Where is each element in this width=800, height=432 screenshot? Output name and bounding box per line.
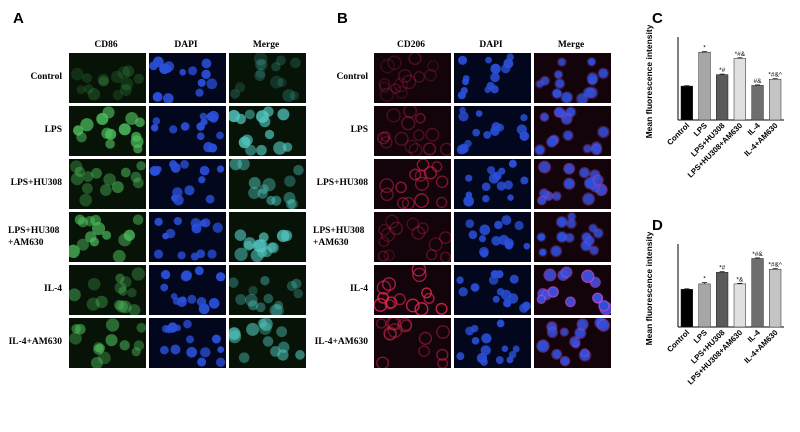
chart-d-significance-2: *#	[719, 265, 726, 272]
micrograph-b-merge-row2	[534, 159, 611, 209]
chart-c-significance-4: #&	[754, 78, 763, 85]
column-header-cd86: CD86	[94, 40, 118, 50]
chart-c-significance-2: *#	[719, 67, 726, 74]
chart-d-bar-0	[680, 289, 693, 328]
column-header-dapi-b: DAPI	[479, 40, 503, 50]
chart-c-bar-4	[751, 85, 764, 121]
column-header-cd206: CD206	[397, 40, 425, 50]
micrograph-a-merge-row5	[229, 318, 306, 368]
row-label-il4: IL-4	[44, 284, 62, 294]
chart-c-y-axis-label: Mean fluorescence intensity	[644, 25, 654, 138]
row-label-lps-b: LPS	[350, 125, 368, 135]
micrograph-a-marker-row5	[69, 318, 146, 368]
chart-c-tick-label-5: IL-4+AM630	[742, 121, 780, 159]
column-header-merge-b: Merge	[557, 40, 585, 50]
panel-b-micrographs: CD206 DAPI Merge Control LPS LPS+HU308 L…	[313, 40, 611, 368]
micrograph-a-dapi-row5	[149, 318, 226, 368]
micrograph-a-marker-row3	[69, 212, 146, 262]
micrograph-b-marker-row3	[374, 212, 451, 262]
micrograph-b-merge-row0	[534, 53, 611, 103]
panel-b-letter: B	[337, 10, 348, 27]
chart-d-tick-label-5: IL-4+AM630	[742, 328, 780, 366]
micrograph-b-marker-row4	[374, 265, 451, 315]
chart-c-tick-label-0: Control	[665, 121, 691, 147]
micrograph-b-dapi-row2	[454, 159, 531, 209]
chart-d-bar-1	[698, 283, 711, 328]
micrograph-a-merge-row2	[229, 159, 306, 209]
column-header-merge: Merge	[252, 40, 280, 50]
chart-d-significance-4: *#&	[752, 251, 763, 258]
micrograph-b-marker-row1	[374, 106, 451, 156]
chart-c-bar-1	[698, 51, 711, 121]
micrograph-b-dapi-row4	[454, 265, 531, 315]
row-label-lps-hu308-am630-b: LPS+HU308 +AM630	[313, 226, 365, 248]
chart-d-bar-4	[751, 258, 764, 328]
panel-d-letter: D	[652, 217, 663, 234]
row-label-lps-hu308: LPS+HU308	[10, 178, 62, 188]
row-label-lps: LPS	[44, 125, 62, 135]
row-label-il4-am630-b: IL-4+AM630	[314, 337, 368, 347]
micrograph-b-dapi-row0	[454, 53, 531, 103]
micrograph-b-marker-row5	[374, 318, 451, 368]
chart-d-y-axis-label: Mean fluorescence intensity	[644, 232, 654, 345]
chart-c-significance-5: *#&^	[768, 72, 782, 79]
chart-c-significance-3: *#&	[735, 51, 746, 58]
chart-c-bar-5	[769, 78, 782, 121]
micrograph-b-merge-row5	[534, 318, 611, 368]
micrograph-a-merge-row0	[229, 53, 306, 103]
chart-c: Mean fluorescence intensity Control*LPS*#…	[644, 25, 784, 180]
chart-d-significance-3: *&	[736, 276, 744, 283]
chart-d-bar-5	[769, 269, 782, 328]
micrograph-b-merge-row3	[534, 212, 611, 262]
chart-c-bar-3	[733, 58, 746, 121]
chart-d: Mean fluorescence intensity Control*LPS*#…	[644, 232, 784, 387]
micrograph-a-dapi-row0	[149, 53, 226, 103]
column-header-dapi: DAPI	[174, 40, 198, 50]
micrograph-b-dapi-row3	[454, 212, 531, 262]
micrograph-a-dapi-row2	[149, 159, 226, 209]
micrograph-a-merge-row1	[229, 106, 306, 156]
chart-c-significance-1: *	[703, 45, 706, 52]
micrograph-a-marker-row4	[69, 265, 146, 315]
chart-d-bar-2	[716, 272, 729, 328]
chart-c-bar-2	[716, 74, 729, 121]
micrograph-a-merge-row4	[229, 265, 306, 315]
row-label-lps-hu308-am630: LPS+HU308 +AM630	[8, 226, 60, 248]
chart-d-significance-1: *	[703, 276, 706, 283]
micrograph-a-dapi-row3	[149, 212, 226, 262]
panel-a-micrographs: CD86 DAPI Merge Control LPS LPS+HU308 LP…	[0, 0, 320, 432]
micrograph-b-merge-row4	[534, 265, 611, 315]
micrograph-b-marker-row0	[374, 53, 451, 103]
chart-d-tick-label-0: Control	[665, 328, 691, 354]
row-label-il4-am630: IL-4+AM630	[8, 337, 62, 347]
micrograph-a-marker-row2	[69, 159, 146, 209]
micrograph-b-dapi-row1	[454, 106, 531, 156]
row-label-il4-b: IL-4	[350, 284, 368, 294]
micrograph-a-marker-row0	[69, 53, 146, 103]
micrograph-b-merge-row1	[534, 106, 611, 156]
micrograph-a-merge-row3	[229, 212, 306, 262]
row-label-control-b: Control	[336, 72, 369, 82]
micrograph-a-marker-row1	[69, 106, 146, 156]
row-label-control: Control	[30, 72, 63, 82]
chart-d-bar-3	[733, 283, 746, 328]
micrograph-b-marker-row2	[374, 159, 451, 209]
micrograph-a-dapi-row1	[149, 106, 226, 156]
row-label-lps-hu308-b: LPS+HU308	[316, 178, 368, 188]
micrograph-a-dapi-row4	[149, 265, 226, 315]
panel-c-letter: C	[652, 10, 663, 27]
chart-c-bar-0	[680, 85, 693, 121]
panel-a-letter: A	[13, 10, 24, 27]
micrograph-b-dapi-row5	[454, 318, 531, 368]
chart-d-significance-5: *#&^	[768, 262, 782, 269]
